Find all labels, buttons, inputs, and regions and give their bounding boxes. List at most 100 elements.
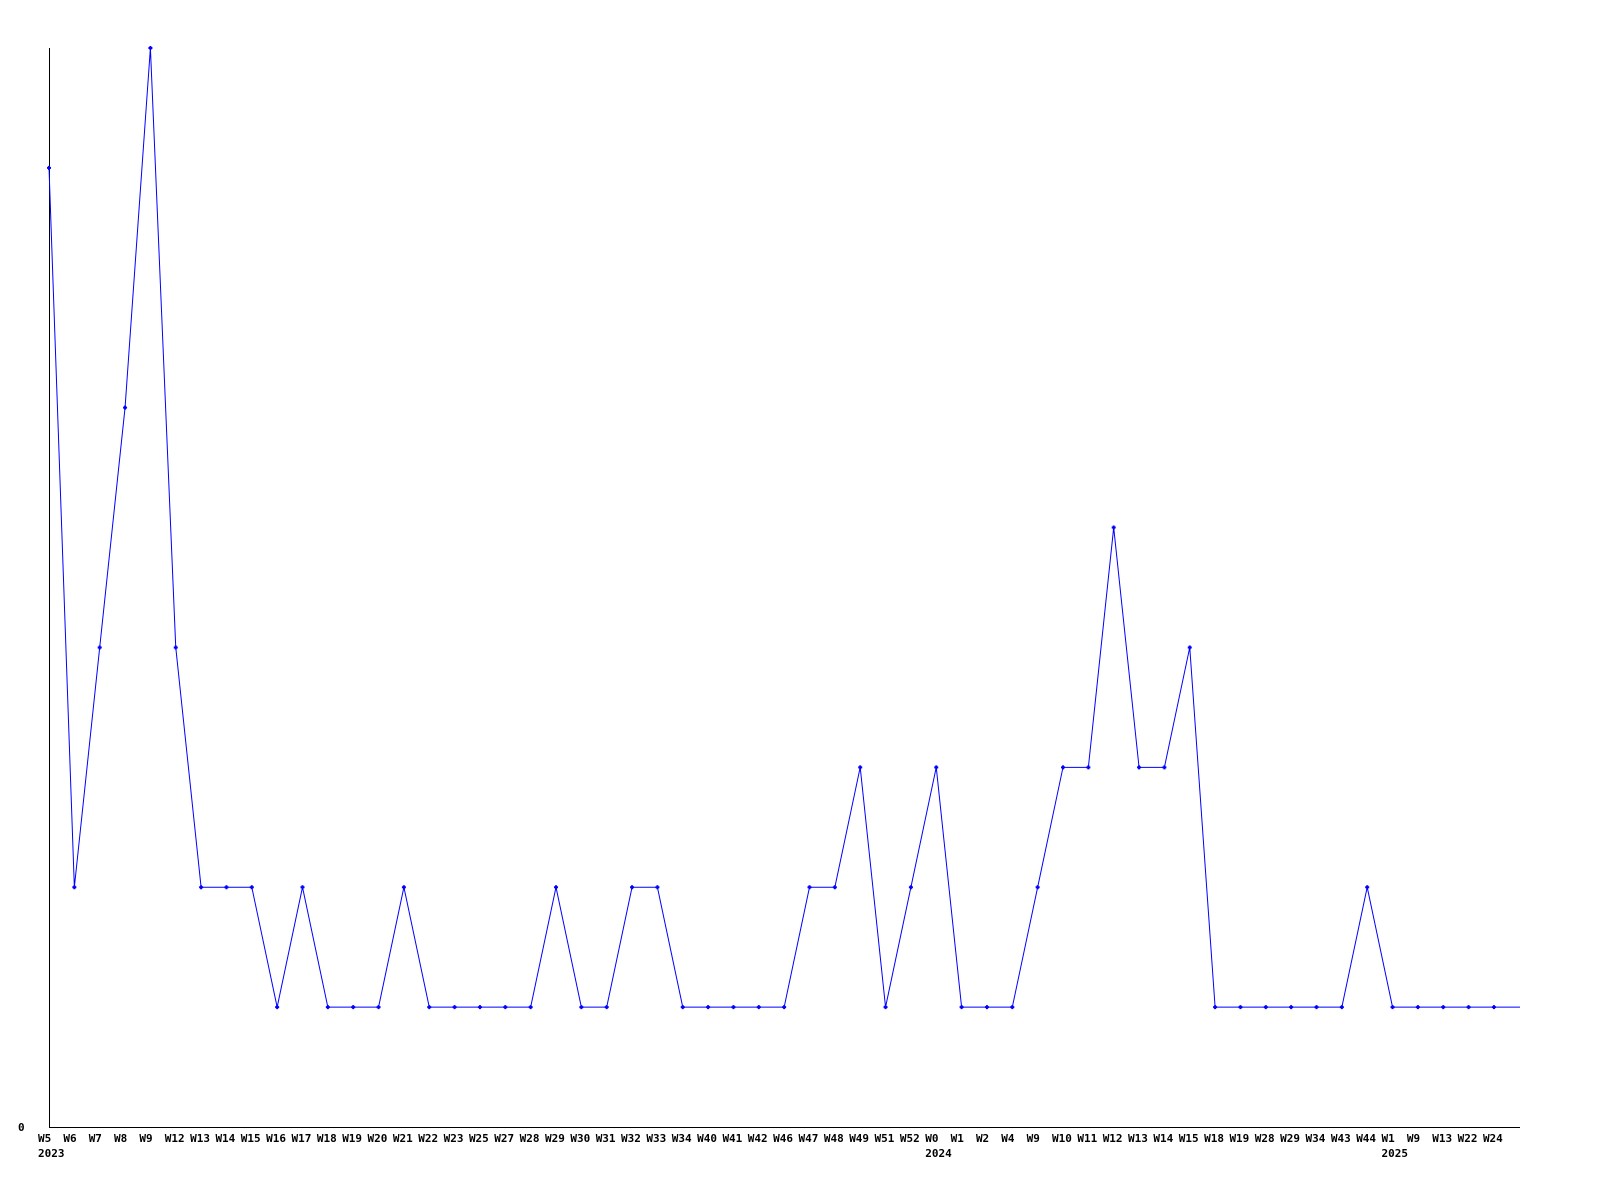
data-point	[1137, 765, 1142, 770]
x-tick-label: W32	[621, 1132, 641, 1145]
x-tick-label: W18	[1204, 1132, 1224, 1145]
year-label: 2025	[1382, 1147, 1409, 1160]
data-point	[858, 765, 863, 770]
data-point	[984, 1005, 989, 1010]
data-point	[452, 1005, 457, 1010]
data-point	[883, 1005, 888, 1010]
x-tick-label: W24	[1483, 1132, 1503, 1145]
x-tick-label: W34	[1306, 1132, 1326, 1145]
series-line	[48, 47, 1520, 1008]
x-tick-label: W13	[190, 1132, 210, 1145]
data-point	[1441, 1005, 1446, 1010]
x-tick-label: W41	[722, 1132, 742, 1145]
x-tick-label: W14	[215, 1132, 235, 1145]
y-tick-label: 0	[18, 1121, 25, 1134]
data-point	[123, 405, 128, 410]
data-point	[401, 885, 406, 890]
data-point	[1339, 1005, 1344, 1010]
data-point	[1162, 765, 1167, 770]
x-tick-label: W16	[266, 1132, 286, 1145]
data-point	[97, 645, 102, 650]
data-point	[1314, 1005, 1319, 1010]
x-tick-label: W2	[976, 1132, 989, 1145]
data-point	[832, 885, 837, 890]
data-point	[655, 885, 660, 890]
data-point	[908, 885, 913, 890]
x-tick-label: W46	[773, 1132, 793, 1145]
data-point	[249, 885, 254, 890]
data-point	[528, 1005, 533, 1010]
x-tick-label: W23	[444, 1132, 464, 1145]
x-tick-label: W22	[1458, 1132, 1478, 1145]
data-point	[706, 1005, 711, 1010]
x-tick-label: W19	[1229, 1132, 1249, 1145]
x-tick-label: W29	[1280, 1132, 1300, 1145]
data-point	[731, 1005, 736, 1010]
data-point	[934, 765, 939, 770]
x-tick-label: W51	[875, 1132, 895, 1145]
x-tick-label: W9	[1407, 1132, 1420, 1145]
data-point	[554, 885, 558, 890]
x-tick-label: W13	[1432, 1132, 1452, 1145]
x-tick-label: W9	[139, 1132, 152, 1145]
x-tick-label: W1	[1382, 1132, 1396, 1145]
data-point	[630, 885, 635, 890]
x-tick-label: W6	[63, 1132, 77, 1145]
x-tick-label: W7	[89, 1132, 102, 1145]
data-point	[173, 645, 178, 650]
data-point	[275, 1005, 280, 1010]
data-point	[680, 1005, 685, 1010]
x-tick-label: W20	[368, 1132, 388, 1145]
x-tick-label: W15	[241, 1132, 261, 1145]
x-tick-label: W9	[1027, 1132, 1040, 1145]
x-tick-label: W30	[570, 1132, 590, 1145]
data-point	[1415, 1005, 1420, 1010]
x-tick-label: W28	[1255, 1132, 1275, 1145]
x-tick-label: W42	[748, 1132, 768, 1145]
data-point	[1061, 765, 1065, 770]
x-tick-label: W10	[1052, 1132, 1072, 1145]
data-point	[1035, 885, 1040, 890]
x-tick-label: W29	[545, 1132, 565, 1145]
data-point	[477, 1005, 482, 1010]
x-tick-label: W1	[951, 1132, 965, 1145]
data-point	[325, 1005, 330, 1010]
data-point	[1491, 1005, 1496, 1010]
x-tick-label: W25	[469, 1132, 489, 1145]
x-tick-label: W40	[697, 1132, 717, 1145]
data-point	[1010, 1005, 1015, 1010]
data-point	[756, 1005, 761, 1010]
data-point	[503, 1005, 508, 1010]
data-point	[1289, 1005, 1294, 1010]
data-point	[959, 1005, 964, 1010]
data-point	[1213, 1005, 1218, 1010]
x-tick-label: W52	[900, 1132, 920, 1145]
data-point	[1466, 1005, 1471, 1010]
x-tick-label: W33	[646, 1132, 666, 1145]
data-point	[1187, 645, 1192, 650]
x-tick-label: W12	[165, 1132, 185, 1145]
x-tick-label: W5	[38, 1132, 51, 1145]
x-tick-label: W12	[1103, 1132, 1123, 1145]
year-label: 2024	[925, 1147, 952, 1160]
x-tick-label: W49	[849, 1132, 869, 1145]
data-point	[782, 1005, 787, 1010]
x-tick-label: W22	[418, 1132, 438, 1145]
x-tick-label: W47	[799, 1132, 819, 1145]
x-tick-label: W27	[494, 1132, 514, 1145]
x-tick-label: W31	[596, 1132, 616, 1145]
data-point	[224, 885, 229, 890]
data-point	[1390, 1005, 1395, 1010]
year-label: 2023	[38, 1147, 65, 1160]
data-point	[351, 1005, 356, 1010]
data-point	[376, 1005, 381, 1010]
data-point	[148, 46, 153, 50]
x-tick-label: W19	[342, 1132, 362, 1145]
x-tick-label: W21	[393, 1132, 413, 1145]
data-point	[1086, 765, 1091, 770]
x-tick-label: W4	[1001, 1132, 1015, 1145]
data-point	[72, 885, 77, 890]
x-tick-label: W8	[114, 1132, 127, 1145]
x-tick-label: W11	[1077, 1132, 1097, 1145]
